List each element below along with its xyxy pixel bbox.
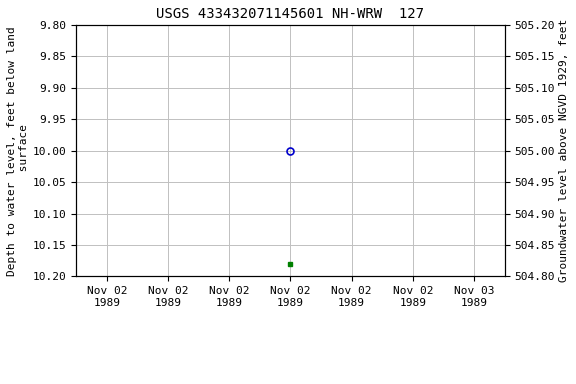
Y-axis label: Groundwater level above NGVD 1929, feet: Groundwater level above NGVD 1929, feet bbox=[559, 19, 569, 282]
Y-axis label: Depth to water level, feet below land
 surface: Depth to water level, feet below land su… bbox=[7, 26, 29, 276]
Title: USGS 433432071145601 NH-WRW  127: USGS 433432071145601 NH-WRW 127 bbox=[157, 7, 425, 21]
Legend: Period of approved data: Period of approved data bbox=[190, 383, 391, 384]
